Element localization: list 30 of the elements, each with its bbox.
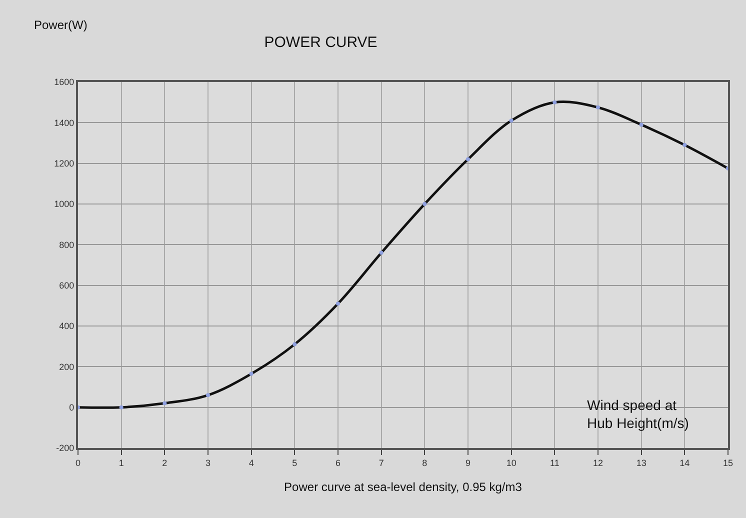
y-tick-label: 1200 bbox=[54, 158, 74, 168]
annotation: Wind speed at Hub Height(m/s) bbox=[587, 397, 689, 432]
y-tick-label: 400 bbox=[59, 321, 74, 332]
y-tick-label: 1000 bbox=[54, 199, 74, 210]
x-axis-title: Power curve at sea-level density, 0.95 kg/m3 bbox=[284, 480, 522, 494]
x-tick-label: 10 bbox=[506, 458, 516, 468]
y-tick-label: 1600 bbox=[54, 77, 74, 88]
x-tick-label: 5 bbox=[292, 458, 298, 468]
y-tick-label: 600 bbox=[59, 280, 74, 290]
chart-title: POWER CURVE bbox=[264, 34, 378, 51]
x-tick-label: 9 bbox=[465, 458, 471, 468]
y-tick-label: 1400 bbox=[54, 118, 74, 128]
x-tick-label: 1 bbox=[118, 458, 124, 468]
x-tick-label: 13 bbox=[636, 458, 646, 468]
x-tick-label: 14 bbox=[680, 458, 690, 468]
x-tick-label: 2 bbox=[162, 458, 168, 468]
y-tick-label: 0 bbox=[69, 402, 74, 412]
y-tick-label: 200 bbox=[59, 362, 74, 372]
x-tick-label: 11 bbox=[550, 458, 560, 468]
x-tick-label: 6 bbox=[335, 458, 341, 468]
y-tick-label: -200 bbox=[56, 443, 74, 454]
x-tick-label: 12 bbox=[592, 458, 604, 468]
y-axis-title: Power(W) bbox=[34, 18, 88, 32]
x-tick-label: 0 bbox=[75, 458, 81, 468]
x-tick-label: 4 bbox=[248, 458, 254, 468]
x-tick-label: 15 bbox=[722, 458, 734, 468]
x-tick-label: 8 bbox=[422, 458, 428, 468]
y-tick-label: 800 bbox=[59, 240, 74, 250]
x-tick-label: 3 bbox=[205, 458, 211, 468]
x-tick-label: 7 bbox=[378, 458, 384, 468]
